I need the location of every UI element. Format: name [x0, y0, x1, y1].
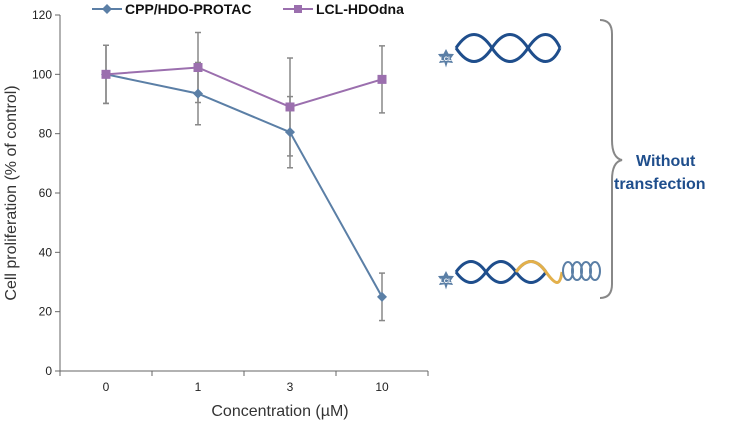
series-line-1	[105, 73, 383, 298]
legend-item-lcl-hdodna: LCL-HDOdna	[283, 1, 404, 17]
dna-helix-icon	[454, 33, 562, 63]
x-tick-label: 0	[103, 380, 110, 394]
legend-square-marker-icon	[294, 5, 302, 13]
y-tick-label: 0	[45, 364, 52, 378]
series-lines	[105, 66, 383, 298]
x-ticks: 0 1 3 10	[59, 371, 429, 394]
dna-helix-icon	[454, 260, 548, 284]
data-point-series-1	[285, 127, 295, 138]
y-axis-title: Cell proliferation (% of control)	[3, 85, 20, 300]
without-transfection-annotation: Without transfection	[614, 153, 706, 193]
y-tick-label: 100	[32, 67, 52, 81]
cpp-hdo-protac-molecule-illustration: LCL	[438, 260, 601, 290]
coil-icon	[562, 261, 601, 281]
lcl-hdodna-molecule-illustration: LCL	[438, 33, 562, 68]
x-tick-label: 1	[195, 380, 202, 394]
data-point-series-1	[377, 291, 387, 302]
curly-brace-icon	[599, 19, 623, 299]
legend-label-series-1: CPP/HDO-PROTAC	[125, 1, 252, 17]
data-point-series-2	[377, 74, 387, 84]
y-tick-label: 120	[32, 8, 52, 22]
y-tick-label: 40	[39, 245, 53, 259]
legend-item-cpp-hdo-protac: CPP/HDO-PROTAC	[92, 1, 252, 17]
data-point-series-2	[193, 63, 203, 73]
annotation-line-1: Without	[636, 153, 696, 170]
x-tick-label: 3	[287, 380, 294, 394]
legend-label-series-2: LCL-HDOdna	[316, 1, 404, 17]
data-point-series-2	[101, 69, 111, 79]
data-point-series-1	[193, 88, 203, 99]
x-axis-title: Concentration (µM)	[211, 403, 348, 420]
lcl-badge-label: LCL	[440, 279, 452, 285]
y-tick-label: 20	[39, 305, 53, 319]
data-point-series-2	[285, 102, 295, 112]
annotation-line-2: transfection	[614, 176, 706, 193]
axes	[59, 15, 428, 372]
series-line-2	[105, 66, 383, 109]
linker-helix-icon	[514, 260, 564, 284]
y-tick-label: 60	[39, 186, 53, 200]
error-bars	[103, 31, 385, 322]
legend: CPP/HDO-PROTAC LCL-HDOdna	[92, 1, 404, 17]
x-tick-label: 10	[375, 380, 389, 394]
legend-diamond-marker-icon	[102, 4, 112, 14]
lcl-star-icon	[438, 271, 454, 290]
lcl-star-icon	[438, 49, 454, 68]
lcl-badge-label: LCL	[440, 57, 452, 63]
markers	[101, 63, 387, 302]
y-tick-label: 80	[39, 127, 53, 141]
y-ticks: 0 20 40 60 80 100 120	[32, 8, 60, 378]
